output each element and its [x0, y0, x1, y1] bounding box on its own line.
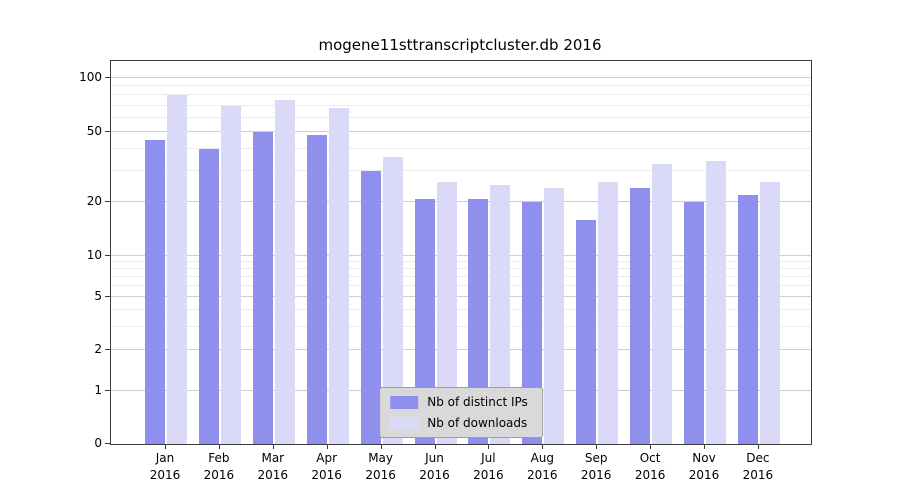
bar-ips-nov: [684, 202, 704, 444]
bar-downloads-jan: [167, 95, 187, 444]
y-tick-label-1: 1: [94, 383, 102, 397]
x-tick-label-sep: Sep 2016: [580, 451, 612, 482]
x-tick-mark-nov: [704, 444, 705, 449]
x-tick-label-aug: Aug 2016: [527, 451, 558, 482]
minor-gridline-6: [111, 284, 811, 286]
legend: Nb of distinct IPs Nb of downloads: [379, 387, 543, 438]
y-tick-mark-20: [105, 201, 110, 203]
bar-ips-feb: [198, 148, 219, 444]
minor-gridline-9: [111, 261, 811, 263]
x-tick-mark-aug: [542, 444, 544, 449]
bar-ips-jan: [145, 139, 165, 444]
minor-gridline-30: [111, 170, 811, 172]
legend-item-distinct-ips: Nb of distinct IPs: [390, 395, 528, 409]
x-tick-label-feb: Feb 2016: [203, 451, 235, 482]
gridline-10: [111, 255, 811, 256]
y-tick-mark-0: [105, 443, 110, 444]
y-tick-label-100: 100: [79, 70, 102, 84]
x-tick-label-dec: Dec 2016: [742, 451, 774, 482]
bar-downloads-oct: [652, 163, 673, 444]
bar-downloads-may: [382, 156, 403, 444]
y-tick-mark-1: [105, 390, 110, 391]
bar-downloads-mar: [274, 100, 295, 444]
bar-downloads-nov: [706, 161, 726, 444]
y-tick-label-5: 5: [94, 288, 102, 303]
bar-ips-jun: [414, 198, 435, 444]
minor-gridline-3: [111, 325, 811, 327]
x-tick-label-may: May 2016: [365, 451, 396, 482]
bar-downloads-sep: [598, 182, 619, 444]
bar-downloads-jul: [490, 185, 511, 444]
x-tick-label-jan: Jan 2016: [149, 451, 181, 482]
minor-gridline-60: [111, 116, 811, 118]
gridline-20: [111, 201, 811, 203]
legend-swatch-distinct-ips: [390, 395, 419, 409]
bar-downloads-apr: [328, 107, 349, 444]
x-tick-mark-jul: [488, 444, 490, 449]
minor-gridline-8: [111, 268, 811, 270]
legend-item-downloads: Nb of downloads: [390, 416, 528, 430]
x-tick-label-nov: Nov 2016: [688, 451, 720, 482]
x-tick-label-jul: Jul 2016: [473, 451, 504, 482]
y-tick-label-2: 2: [94, 342, 102, 357]
legend-label-downloads: Nb of downloads: [427, 416, 528, 430]
gridline-50: [111, 130, 811, 132]
bar-ips-dec: [737, 195, 758, 444]
bars-layer: [111, 61, 811, 444]
x-tick-mark-jun: [434, 444, 436, 449]
y-tick-mark-100: [105, 77, 110, 78]
x-tick-mark-dec: [757, 444, 759, 449]
x-tick-label-apr: Apr 2016: [311, 451, 342, 482]
bar-ips-may: [360, 171, 381, 444]
bar-downloads-feb: [220, 105, 241, 444]
chart-title: mogene11sttranscriptcluster.db 2016: [318, 36, 602, 54]
legend-swatch-downloads: [390, 416, 419, 430]
bar-ips-sep: [576, 219, 597, 444]
y-tick-mark-50: [105, 130, 110, 132]
x-tick-label-jun: Jun 2016: [419, 451, 450, 482]
gridline-5: [111, 295, 811, 297]
bar-ips-jul: [468, 198, 489, 444]
bar-ips-oct: [630, 188, 651, 444]
plot-area: Nb of distinct IPs Nb of downloads: [110, 60, 812, 445]
minor-gridline-40: [111, 147, 811, 149]
minor-gridline-4: [111, 308, 811, 310]
x-tick-mark-apr: [326, 444, 328, 449]
minor-gridline-80: [111, 94, 811, 96]
x-tick-mark-may: [380, 444, 382, 449]
y-tick-label-50: 50: [86, 123, 102, 138]
x-tick-label-mar: Mar 2016: [257, 451, 289, 482]
bar-ips-mar: [252, 131, 273, 444]
x-tick-mark-feb: [218, 444, 220, 449]
bar-ips-apr: [306, 134, 327, 444]
minor-gridline-90: [111, 85, 811, 87]
x-tick-mark-sep: [596, 444, 598, 449]
x-tick-mark-mar: [272, 444, 274, 449]
y-tick-label-10: 10: [86, 248, 102, 262]
y-tick-mark-2: [105, 349, 110, 351]
gridline-2: [111, 349, 811, 351]
y-tick-mark-5: [105, 295, 110, 297]
bar-ips-aug: [522, 202, 543, 444]
y-tick-label-0: 0: [94, 436, 102, 450]
gridline-100: [111, 77, 811, 78]
bar-downloads-aug: [544, 188, 565, 444]
minor-gridline-70: [111, 104, 811, 106]
bar-downloads-dec: [759, 182, 780, 444]
legend-label-distinct-ips: Nb of distinct IPs: [427, 395, 528, 409]
x-tick-mark-oct: [650, 444, 652, 449]
bar-downloads-jun: [436, 182, 457, 444]
x-tick-mark-jan: [165, 444, 166, 449]
minor-gridline-7: [111, 275, 811, 277]
x-tick-label-oct: Oct 2016: [634, 451, 666, 482]
y-tick-mark-10: [105, 255, 110, 256]
y-tick-label-20: 20: [86, 194, 102, 209]
